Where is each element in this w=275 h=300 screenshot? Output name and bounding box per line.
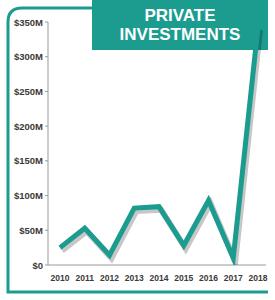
y-tick: [45, 91, 48, 92]
y-tick: [45, 160, 48, 161]
y-tick: [45, 265, 48, 266]
y-tick-label: $200M: [14, 121, 43, 132]
title-line: INVESTMENTS: [120, 25, 241, 44]
x-tick-label: 2010: [51, 273, 70, 283]
y-tick-label: $50M: [19, 225, 43, 236]
plot-area: [60, 27, 260, 261]
title: PRIVATEINVESTMENTS: [120, 6, 241, 44]
data-line: [60, 27, 258, 258]
y-tick-label: $0: [32, 260, 43, 271]
y-tick-label: $250M: [14, 86, 43, 97]
y-axis: [48, 22, 49, 265]
y-tick-label: $300M: [14, 51, 43, 62]
x-tick-label: 2013: [125, 273, 144, 283]
y-tick: [45, 126, 48, 127]
y-tick-label: $150M: [14, 155, 43, 166]
x-tick-label: 2014: [150, 273, 169, 283]
x-axis: [48, 265, 266, 266]
title-banner: [92, 0, 268, 50]
line-shadow: [62, 30, 260, 261]
chart-container: PRIVATEINVESTMENTS $0 $50M $100M $150M $200M $…: [0, 0, 275, 300]
title-line: PRIVATE: [144, 6, 215, 25]
y-tick: [45, 230, 48, 231]
frame: [8, 8, 268, 292]
x-tick-label: 2012: [100, 273, 119, 283]
chart-svg: PRIVATEINVESTMENTS $0 $50M $100M $150M $200M $…: [0, 0, 275, 300]
x-tick-label: 2017: [224, 273, 243, 283]
x-tick-label: 2011: [76, 273, 95, 283]
y-tick: [45, 56, 48, 57]
x-tick-label: 2015: [174, 273, 193, 283]
y-tick-label: $350M: [14, 17, 43, 28]
y-tick: [45, 22, 48, 23]
x-tick-label: 2016: [199, 273, 218, 283]
y-tick-label: $100M: [14, 190, 43, 201]
y-tick: [45, 195, 48, 196]
x-tick-label: 2018: [249, 273, 268, 283]
